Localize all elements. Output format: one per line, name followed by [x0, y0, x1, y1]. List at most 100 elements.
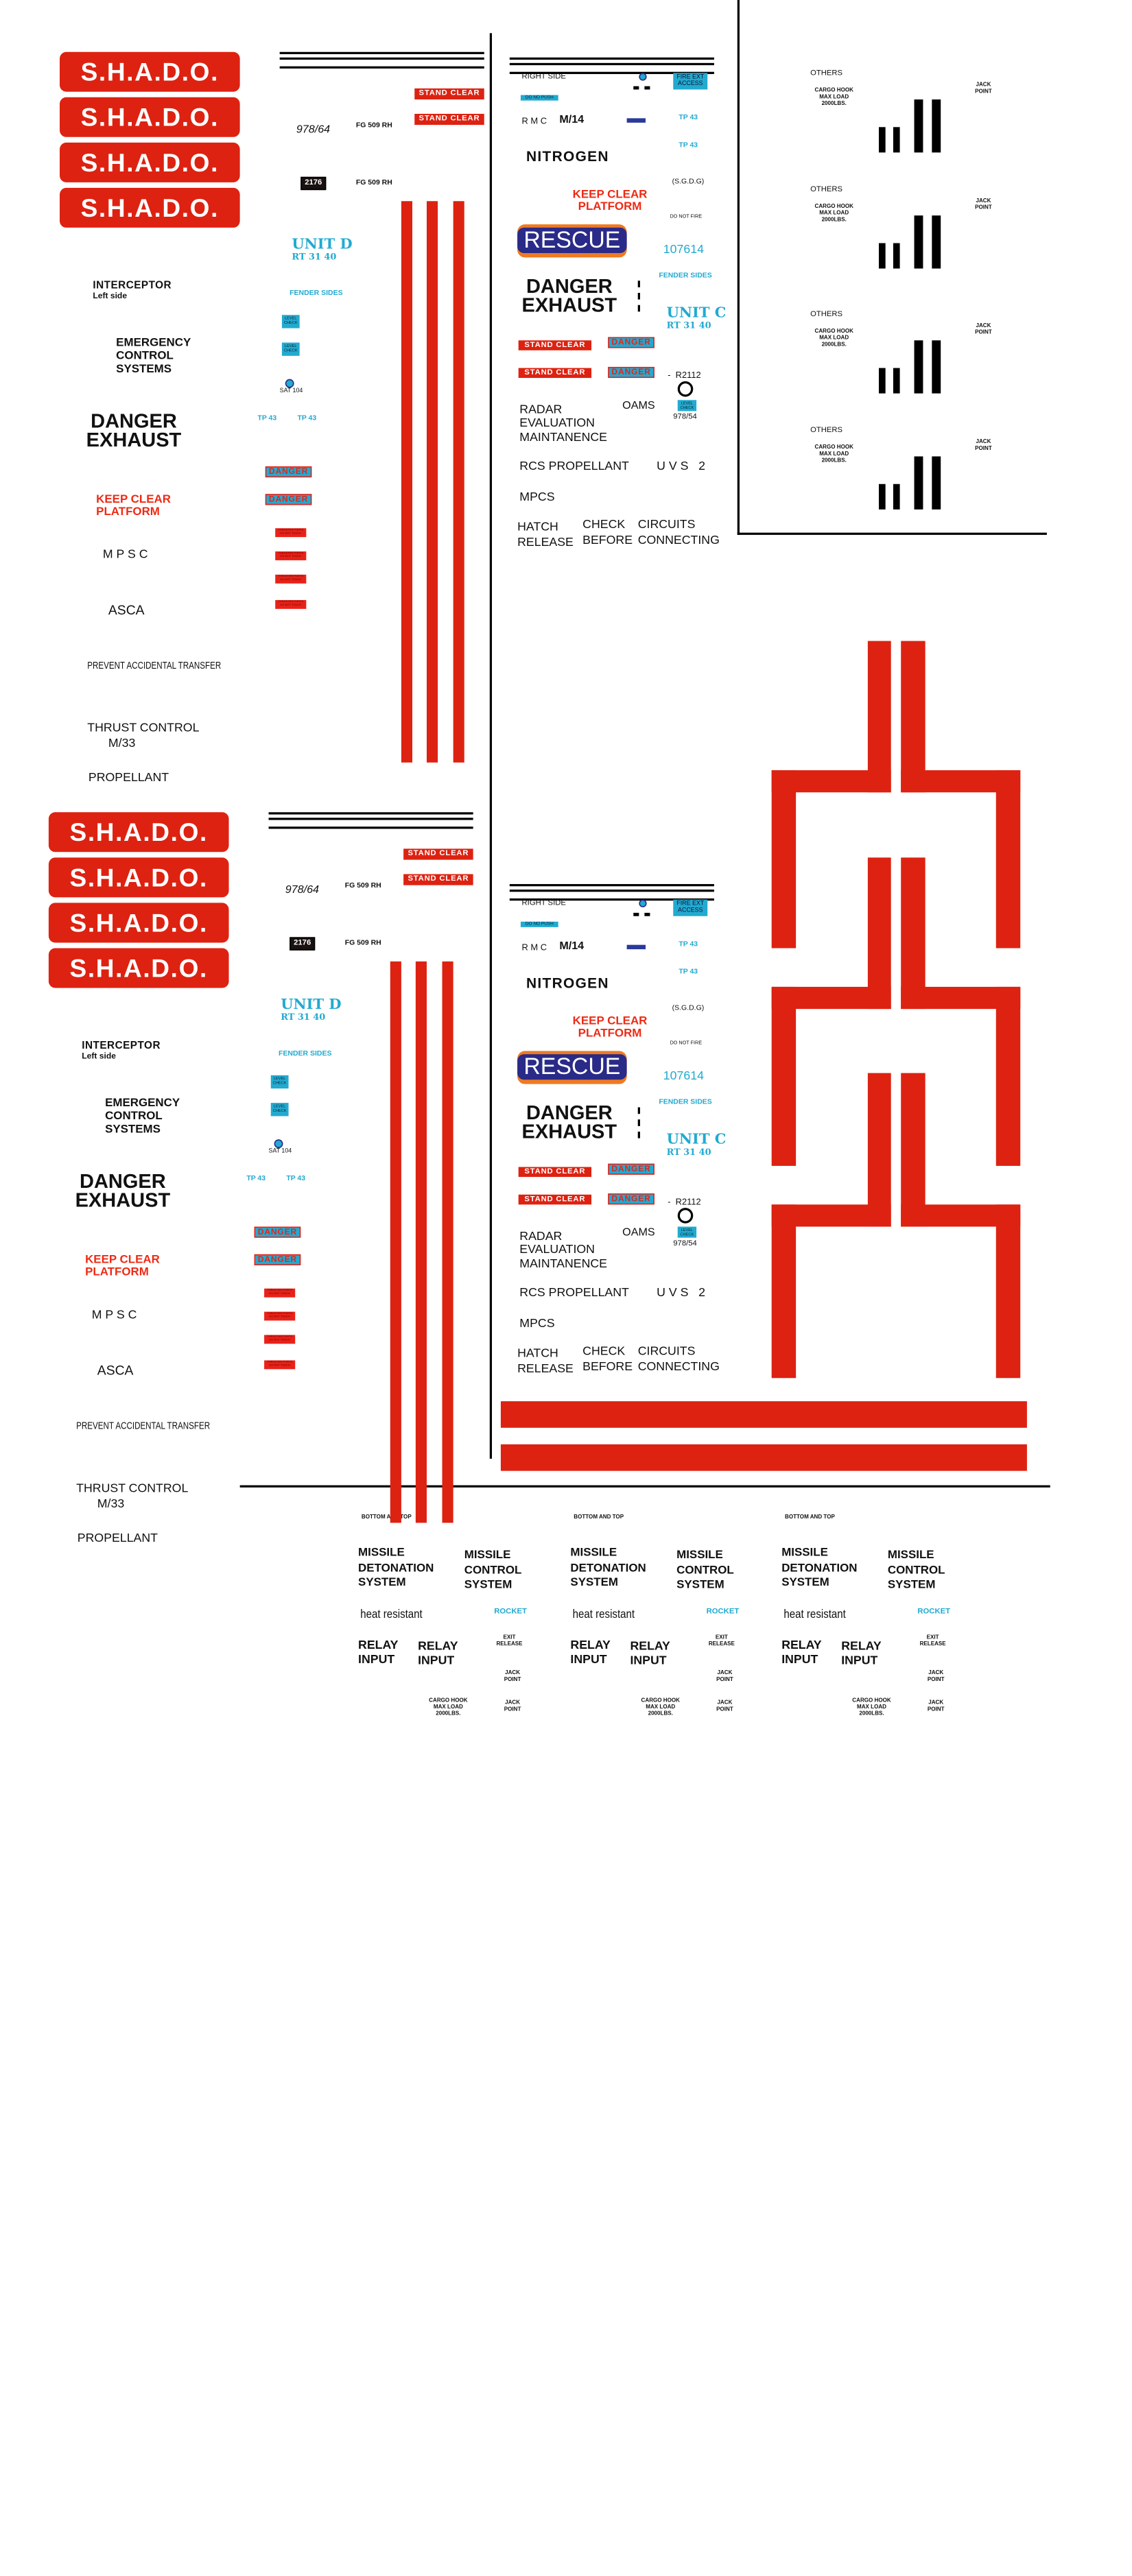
cargo-hook-decal: OTHERS CARGO HOOK MAX LOAD 2000LBS. JACK… — [0, 357, 1132, 2106]
red-center-bar — [867, 641, 891, 793]
keep-clear-platform: KEEP CLEAR PLATFORM — [96, 492, 171, 518]
thruster-label: THRUSTER PORTS DO NOT TOUCH — [264, 1360, 296, 1370]
black-bar — [932, 215, 941, 269]
fender-sides-label: FENDER SIDES — [279, 1049, 332, 1058]
do-not-fire-label: DO NOT FIRE — [670, 1040, 703, 1046]
cargo-hook-label: CARGO HOOK MAX LOAD 2000LBS. — [814, 328, 853, 348]
emergency-control-systems: EMERGENCY CONTROL SYSTEMS — [116, 335, 191, 377]
part-number: 978/54 — [673, 1239, 697, 1248]
rcs-propellant-label: RCS PROPELLANT — [519, 1286, 629, 1300]
circuits-connecting-label: CIRCUITS CONNECTING — [637, 1344, 720, 1374]
exit-release-label: EXIT RELEASE — [708, 1634, 735, 1648]
relay-input-label: RELAY INPUT — [841, 1640, 882, 1668]
right-side-label: RIGHT SIDE — [521, 899, 566, 907]
interceptor-label: INTERCEPTOR — [93, 279, 172, 292]
ring-icon — [677, 381, 694, 397]
serial-number: 107614 — [663, 243, 704, 257]
radar-maintenance-label: RADAR EVALUATION MAINTANENCE — [519, 1230, 608, 1271]
missile-control-label: MISSILE CONTROL SYSTEM — [464, 1548, 522, 1592]
dash-mark — [644, 86, 650, 90]
danger-label: DANGER — [265, 494, 312, 505]
sat-label: SAT 104 — [279, 387, 303, 395]
red-stripe — [401, 201, 413, 763]
rescue-badge: RESCUE — [517, 224, 627, 258]
heat-resistant-label: heat resistant — [360, 1608, 423, 1621]
stand-clear-label: STAND CLEAR — [403, 874, 473, 885]
dash-mark — [637, 281, 640, 287]
stand-clear-label: STAND CLEAR — [518, 368, 592, 379]
black-bar — [914, 456, 923, 510]
red-leg — [995, 986, 1021, 1166]
blue-bar — [626, 118, 646, 123]
propellant-label: PROPELLANT — [77, 1531, 158, 1545]
red-center-bar — [901, 857, 925, 1010]
fender-sides-label: FENDER SIDES — [290, 289, 343, 298]
do-no-push-label: DO NO PUSH — [520, 921, 558, 927]
interceptor-label: INTERCEPTOR — [82, 1040, 161, 1052]
black-bar — [878, 243, 886, 269]
tp-label: TP 43 — [257, 414, 277, 422]
red-leg — [771, 770, 797, 949]
danger-exhaust-label: DANGER EXHAUST — [521, 1101, 617, 1143]
rescue-text: RESCUE — [517, 1054, 627, 1080]
thruster-label: THRUSTER PORTS DO NOT TOUCH — [275, 574, 307, 584]
tp-label: TP 43 — [679, 113, 698, 122]
dash-mark — [637, 292, 640, 300]
thruster-label: THRUSTER PORTS DO NOT TOUCH — [264, 1335, 296, 1344]
danger-label: DANGER — [254, 1254, 301, 1265]
relay-input-label: RELAY INPUT — [418, 1640, 458, 1668]
rmc-label: R M C — [521, 116, 547, 126]
fire-ext-access-label: FIRE EXT ACCESS — [673, 899, 708, 916]
mpsc-label: M P S C — [102, 548, 148, 562]
black-bar — [878, 484, 886, 510]
relay-input-label: RELAY INPUT — [781, 1638, 822, 1667]
circuits-connecting-label: CIRCUITS CONNECTING — [637, 518, 720, 547]
dash-mark — [637, 1107, 640, 1114]
hatch-release-label: HATCH RELEASE — [517, 520, 574, 549]
triple-line — [509, 884, 714, 901]
unit-code: RT 31 40 — [292, 250, 337, 262]
shado-logo: S.H.A.D.O. — [48, 948, 229, 988]
do-no-push-label: DO NO PUSH — [520, 95, 558, 101]
fg-label: FG 509 RH — [344, 939, 381, 947]
triple-line — [509, 57, 714, 74]
red-center-bar — [901, 1073, 925, 1227]
triple-line — [279, 51, 484, 69]
fender-sides-label: FENDER SIDES — [659, 1098, 712, 1106]
nitrogen-label: NITROGEN — [526, 147, 609, 165]
red-stripe — [390, 961, 401, 1523]
keep-clear-platform: KEEP CLEAR PLATFORM — [85, 1253, 160, 1278]
triple-line — [268, 812, 473, 829]
jack-point-label: JACK POINT — [975, 322, 992, 336]
missile-detonation-label: MISSILE DETONATION SYSTEM — [570, 1546, 646, 1590]
radar-maintenance-label: RADAR EVALUATION MAINTANENCE — [519, 403, 608, 444]
shado-logo: S.H.A.D.O. — [48, 857, 229, 898]
jack-point-label: JACK POINT — [975, 82, 992, 95]
red-leg — [771, 1204, 797, 1379]
rocket-label: ROCKET — [494, 1608, 527, 1616]
red-stripe — [415, 961, 427, 1523]
rcs-propellant-label: RCS PROPELLANT — [519, 460, 629, 473]
danger-label: DANGER — [608, 337, 655, 348]
keep-clear-platform: KEEP CLEAR PLATFORM — [572, 1014, 648, 1040]
divider-horizontal-bottom — [239, 1485, 1050, 1488]
red-frame-decals — [500, 641, 1027, 1471]
tp-label: TP 43 — [679, 940, 698, 949]
unit-title: UNIT D — [281, 997, 342, 1014]
tp-label: TP 43 — [286, 1174, 306, 1183]
level-check-label: LEVEL CHECK — [281, 342, 300, 356]
others-label: OTHERS — [810, 310, 843, 319]
thruster-label: THRUSTER PORTS DO NOT TOUCH — [264, 1311, 296, 1321]
uvs-label: U V S 2 — [657, 460, 706, 473]
m33-label: M/33 — [108, 737, 136, 751]
middle-decal-panel: RIGHT SIDE FIRE EXT ACCESS DO NO PUSH R … — [509, 57, 726, 549]
blue-dot-icon — [274, 1139, 283, 1149]
asca-label: ASCA — [108, 602, 145, 618]
level-check-label: LEVEL CHECK — [677, 400, 697, 412]
missile-control-label: MISSILE CONTROL SYSTEM — [676, 1548, 734, 1592]
r2112-label: - R2112 — [668, 370, 701, 381]
cargo-hook-label: CARGO HOOK MAX LOAD 2000LBS. — [852, 1697, 891, 1717]
rmc-label: R M C — [521, 942, 547, 953]
jack-point-label: JACK POINT — [504, 1669, 521, 1684]
danger-label: DANGER — [254, 1226, 301, 1238]
